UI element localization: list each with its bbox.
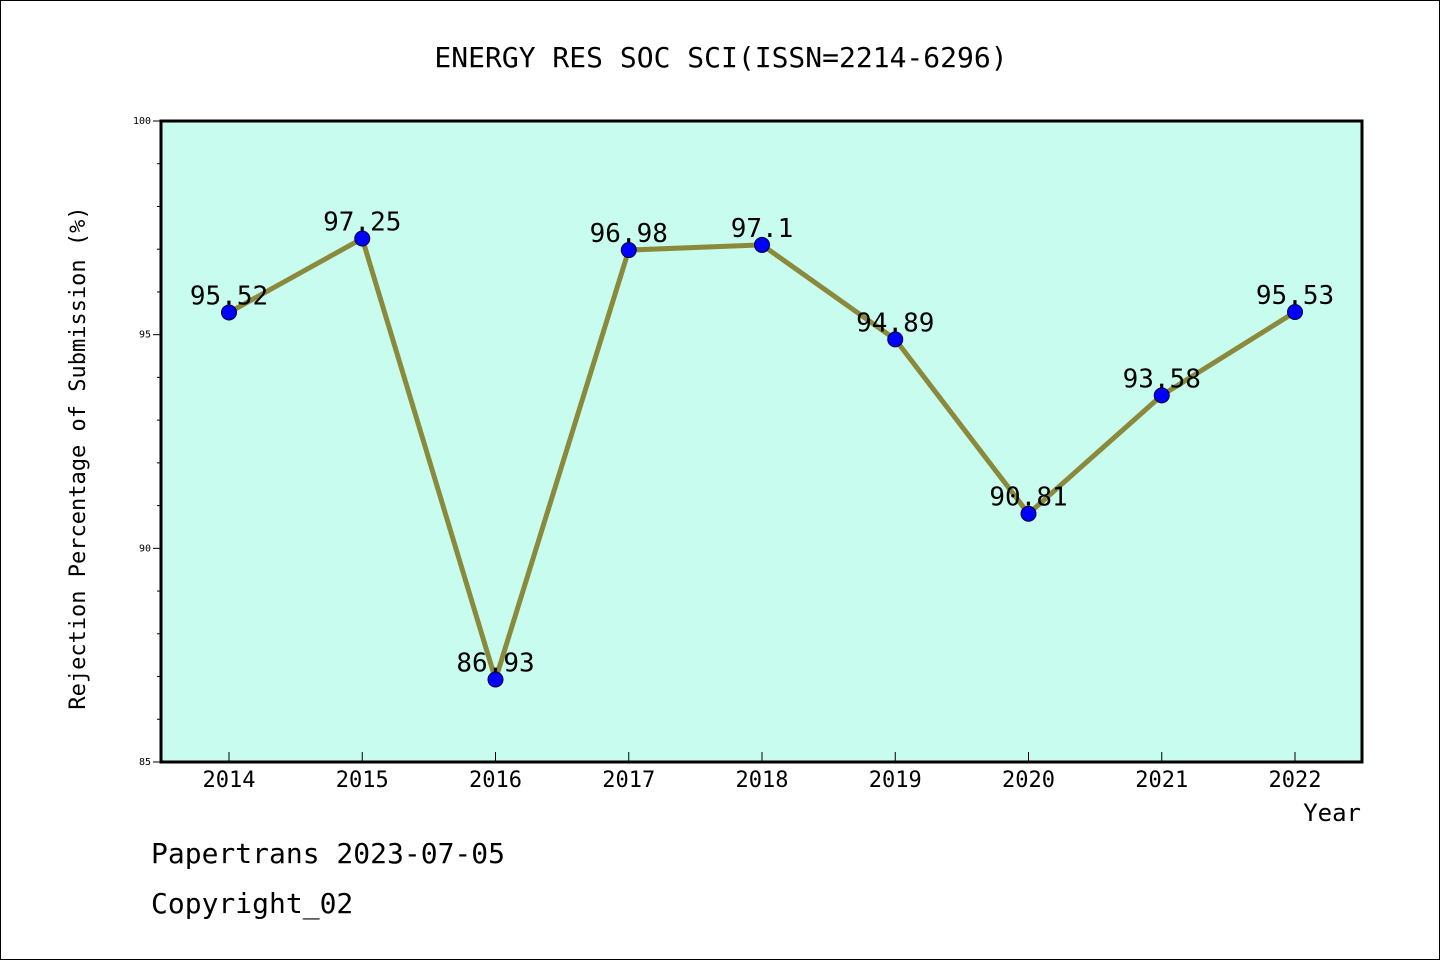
- data-labels: 95.52 97.25 86.93 96.98 97.1 94.89 90.81 93.58 9…: [190, 208, 1334, 679]
- x-axis-ticks: 2014 2015 2016 2017 2018 2019 2020 2021 2022: [203, 752, 1322, 793]
- x-tick-label: 2016: [469, 768, 522, 793]
- x-tick-label: 2020: [1002, 768, 1055, 793]
- data-point: [754, 236, 770, 253]
- chart-title: ENERGY RES SOC SCI(ISSN=2214-6296): [434, 41, 1007, 74]
- source-date-text: Papertrans 2023-07-05: [151, 837, 506, 870]
- data-point: [887, 331, 904, 348]
- data-label: 97.1: [731, 214, 794, 244]
- data-point: [1287, 304, 1303, 321]
- data-label: 96.98: [590, 219, 668, 249]
- data-point: [487, 671, 504, 688]
- y-axis-label: Rejection Percentage of Submission (%): [66, 206, 91, 709]
- x-tick-label: 2015: [336, 768, 389, 793]
- y-tick-label: 85: [139, 757, 151, 768]
- x-tick-label: 2018: [736, 768, 789, 793]
- x-tick-label: 2022: [1269, 768, 1322, 793]
- x-axis-label: Year: [1303, 799, 1361, 827]
- y-tick-label: 100: [133, 116, 151, 127]
- data-label: 97.25: [323, 208, 401, 238]
- data-label: 93.58: [1123, 364, 1201, 394]
- data-label: 95.53: [1256, 281, 1334, 311]
- copyright-text: Copyright_02: [151, 887, 354, 920]
- data-label: 95.52: [190, 281, 268, 311]
- plot-area: [159, 119, 1364, 764]
- x-tick-label: 2017: [602, 768, 655, 793]
- y-tick-label: 90: [139, 543, 151, 554]
- data-points: [221, 230, 1303, 688]
- x-tick-label: 2019: [869, 768, 922, 793]
- data-label: 94.89: [856, 308, 934, 338]
- data-point: [620, 242, 637, 259]
- data-point: [354, 230, 371, 247]
- y-axis-ticks: 85 90 95 100: [133, 116, 161, 768]
- data-label: 90.81: [989, 483, 1067, 513]
- x-tick-label: 2014: [203, 768, 256, 793]
- data-point: [1153, 387, 1170, 404]
- data-label: 86.93: [456, 649, 534, 679]
- data-point: [1020, 505, 1037, 522]
- data-point: [221, 304, 237, 321]
- x-tick-label: 2021: [1135, 768, 1188, 793]
- y-tick-label: 95: [139, 330, 151, 341]
